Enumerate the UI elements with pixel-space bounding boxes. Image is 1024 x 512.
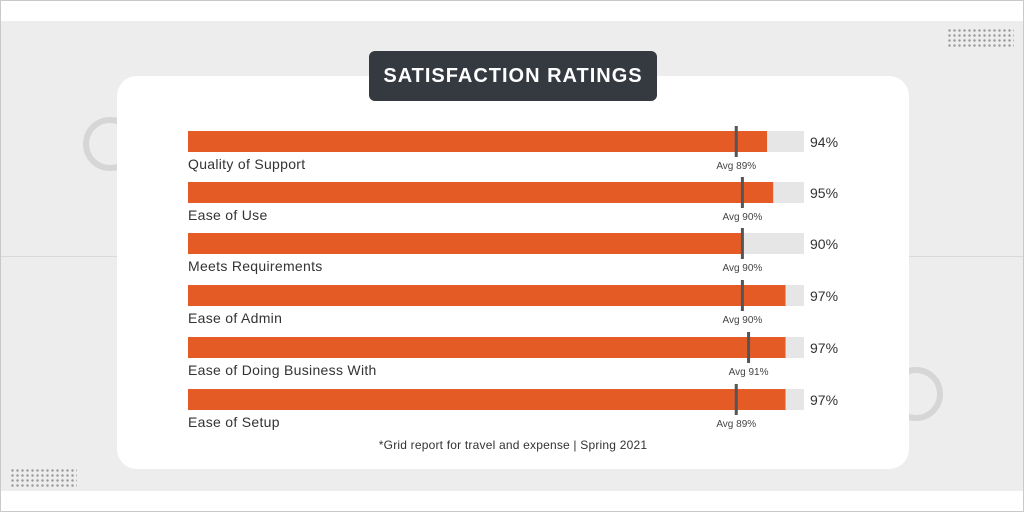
bar-6: [188, 389, 786, 410]
category-label: Ease of Doing Business With: [188, 362, 377, 378]
category-label: Ease of Use: [188, 207, 268, 223]
average-marker: [740, 177, 744, 208]
average-label: Avg 90%: [722, 212, 762, 223]
decorative-dots-top-right: [947, 28, 1014, 48]
bar-1: [188, 131, 768, 152]
average-label: Avg 89%: [716, 161, 756, 172]
average-marker: [734, 384, 738, 415]
average-marker: [740, 280, 744, 311]
average-label: Avg 89%: [716, 419, 756, 430]
value-label: 94%: [810, 134, 838, 150]
bar-4: [188, 285, 786, 306]
value-label: 90%: [810, 236, 838, 252]
average-label: Avg 90%: [722, 263, 762, 274]
bar-3: [188, 233, 743, 254]
category-label: Ease of Admin: [188, 310, 282, 326]
average-label: Avg 90%: [722, 315, 762, 326]
value-label: 97%: [810, 340, 838, 356]
average-marker: [740, 228, 744, 259]
average-marker: [747, 332, 751, 363]
category-label: Quality of Support: [188, 156, 305, 172]
bar-2: [188, 182, 774, 203]
bar-5: [188, 337, 786, 358]
chart-title: SATISFACTION RATINGS: [369, 51, 657, 101]
value-label: 95%: [810, 185, 838, 201]
decorative-dots-bottom-left: [10, 468, 77, 488]
category-label: Ease of Setup: [188, 414, 280, 430]
category-label: Meets Requirements: [188, 258, 323, 274]
average-label: Avg 91%: [729, 367, 769, 378]
average-marker: [734, 126, 738, 157]
footnote: *Grid report for travel and expense | Sp…: [378, 438, 648, 452]
value-label: 97%: [810, 392, 838, 408]
value-label: 97%: [810, 288, 838, 304]
